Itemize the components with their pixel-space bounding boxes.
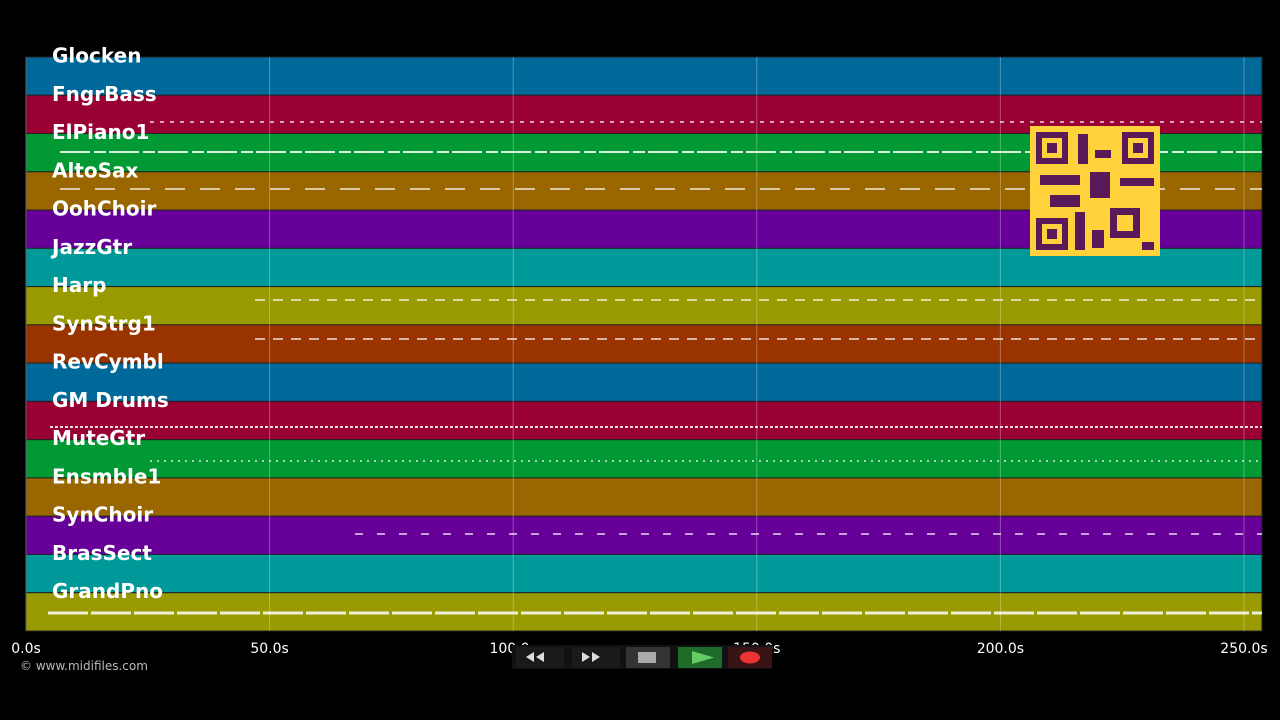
track-label: Harp — [52, 273, 106, 297]
track-label: ElPiano1 — [52, 120, 149, 144]
track-band — [25, 477, 1263, 517]
credit: © www.midifiles.com — [20, 659, 148, 673]
forward-button[interactable] — [572, 647, 620, 668]
record-button[interactable] — [728, 647, 772, 668]
track-band — [25, 286, 1263, 326]
track-labels: Glocken FngrBass ElPiano1 AltoSax OohChoir Ja… — [50, 44, 169, 604]
track-label: BrasSect — [52, 541, 152, 565]
track-label: FngrBass — [52, 82, 157, 106]
track-label: SynChoir — [52, 503, 153, 527]
x-tick-label: 250.0s — [1220, 641, 1267, 657]
notes — [48, 121, 1262, 615]
x-tick-label: 50.0s — [250, 641, 288, 657]
track-label: OohChoir — [52, 197, 156, 221]
track-band — [25, 553, 1263, 594]
track-band — [25, 439, 1263, 479]
track-label: MuteGtr — [52, 426, 145, 450]
x-tick-label: 0.0s — [11, 641, 41, 657]
track-band — [25, 56, 1263, 96]
x-tick-label: 200.0s — [977, 641, 1024, 657]
track-band — [25, 362, 1263, 402]
play-button[interactable] — [678, 647, 722, 668]
track-band — [25, 400, 1263, 441]
track-label: Glocken — [52, 44, 141, 68]
track-label: GM Drums — [52, 388, 169, 412]
track-label: AltoSax — [52, 158, 139, 182]
track-label: SynStrg1 — [52, 311, 156, 335]
track-label: GrandPno — [52, 579, 163, 603]
rewind-button[interactable] — [516, 647, 564, 668]
track-label: RevCymbl — [52, 350, 164, 374]
transport — [512, 645, 772, 669]
track-label: JazzGtr — [50, 235, 132, 259]
track-band — [25, 324, 1263, 364]
track-label: Ensmble1 — [52, 464, 161, 488]
track-band — [25, 515, 1263, 555]
stop-button[interactable] — [626, 647, 670, 668]
qr-code — [1030, 126, 1160, 256]
